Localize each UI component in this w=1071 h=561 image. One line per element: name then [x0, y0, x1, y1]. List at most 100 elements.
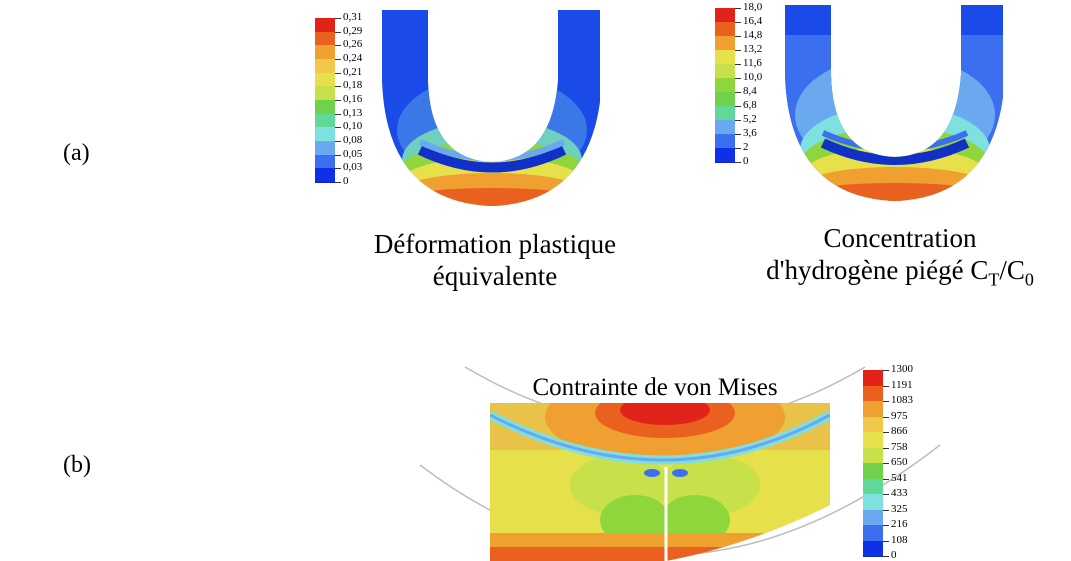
legend-tickmark — [883, 494, 889, 495]
legend-tick-label: 0,18 — [343, 79, 363, 92]
legend-tick-label: 1191 — [891, 378, 913, 391]
legend-swatch — [315, 59, 335, 74]
legend-swatch — [863, 447, 883, 464]
legend-tick-label: 0,08 — [343, 134, 363, 146]
legend-tickmark — [883, 509, 889, 511]
plastic-strain-contour — [382, 10, 600, 206]
legend-tickmark — [883, 463, 889, 464]
legend-tick-label: 108 — [891, 533, 908, 546]
legend-swatch — [715, 106, 735, 121]
legend-tickmark — [335, 72, 341, 74]
legend-tickmark — [883, 478, 889, 480]
legend-tickmark — [335, 182, 341, 183]
legend-tick-label: 866 — [891, 425, 908, 437]
caption-hydrogen: Concentration d'hydrogène piégé CT/C0 — [735, 222, 1065, 295]
legend-swatch — [715, 92, 735, 107]
panel-label-a: (a) — [63, 140, 90, 166]
legend-tickmark — [883, 540, 889, 542]
legend-tickmark — [883, 416, 889, 418]
caption-hydrogen-sub-0: 0 — [1024, 269, 1034, 290]
caption-hydrogen-sub-t: T — [988, 269, 1000, 290]
legend-tick-label: 433 — [891, 487, 908, 499]
legend-tick-label: 14,8 — [743, 29, 763, 41]
legend-swatch — [863, 509, 883, 526]
legend-tick-label: 0,31 — [343, 11, 363, 23]
legend-swatch — [315, 45, 335, 60]
legend-hydrogen-concentration: 18,0 16,4 14,8 13,2 11,6 10,0 8,4 6,8 5,2 3,6 2 0 — [715, 2, 775, 167]
legend-tickmark — [735, 120, 741, 121]
legend-swatch — [863, 478, 883, 495]
legend-swatch — [715, 78, 735, 93]
legend-tick-label: 975 — [891, 409, 908, 422]
legend-tickmark — [883, 370, 889, 371]
legend-tickmark — [735, 148, 741, 149]
legend-swatch — [715, 120, 735, 135]
legend-tick-label: 0,24 — [343, 52, 363, 64]
legend-tickmark — [735, 92, 741, 93]
legend-tick-label: 0 — [743, 155, 749, 167]
legend-tickmark — [735, 50, 741, 51]
legend-swatch — [863, 370, 883, 387]
legend-swatch — [863, 540, 883, 557]
legend-tickmark — [735, 64, 741, 65]
legend-tickmark — [883, 385, 889, 387]
legend-swatch — [863, 401, 883, 418]
legend-swatch — [715, 134, 735, 149]
legend-tickmark — [335, 127, 341, 129]
legend-tick-label: 0,21 — [343, 65, 363, 78]
caption-hydrogen-line2: d'hydrogène piégé CT/C0 — [735, 254, 1065, 295]
caption-plastic-strain-line1: Déformation plastique — [373, 229, 617, 259]
legend-tick-label: 2 — [743, 141, 749, 153]
legend-tick-label: 0,13 — [343, 106, 363, 119]
caption-plastic-strain: Déformation plastique équivalente — [330, 228, 660, 292]
legend-tick-label: 13,2 — [743, 43, 763, 55]
legend-swatch — [315, 72, 335, 88]
legend-swatch — [715, 22, 735, 37]
legend-swatch — [863, 494, 883, 511]
legend-tick-label: 325 — [891, 502, 908, 515]
legend-tick-label: 3,6 — [743, 127, 757, 139]
hydrogen-concentration-contour — [785, 5, 1003, 201]
legend-tickmark — [335, 18, 341, 19]
legend-swatch — [715, 50, 735, 65]
legend-swatch — [315, 127, 335, 142]
legend-tickmark — [335, 141, 341, 142]
legend-tick-label: 1300 — [891, 363, 913, 375]
legend-tickmark — [735, 22, 741, 23]
legend-swatch — [315, 113, 335, 129]
legend-tick-label: 18,0 — [743, 1, 763, 13]
legend-tickmark — [883, 447, 889, 449]
legend-swatch — [863, 432, 883, 449]
legend-swatch — [315, 31, 335, 47]
legend-swatch — [715, 148, 735, 163]
legend-tick-label: 758 — [891, 440, 908, 453]
legend-tickmark — [883, 525, 889, 526]
legend-swatch — [315, 154, 335, 170]
legend-tick-label: 0,03 — [343, 161, 363, 174]
legend-tickmark — [735, 36, 741, 37]
legend-tickmark — [335, 86, 341, 88]
legend-plastic-strain: 0,31 0,29 0,26 0,24 0,21 0,18 0,16 0,13 0,10 0,08… — [315, 12, 375, 187]
legend-tickmark — [883, 401, 889, 402]
legend-tick-label: 0,16 — [343, 93, 363, 105]
legend-swatch — [315, 86, 335, 101]
legend-tickmark — [335, 45, 341, 47]
legend-swatch — [715, 64, 735, 79]
legend-tick-label: 1083 — [891, 394, 913, 406]
legend-tick-label: 0 — [891, 549, 897, 561]
legend-tickmark — [735, 8, 741, 9]
legend-tickmark — [335, 100, 341, 101]
legend-swatch — [863, 463, 883, 480]
legend-von-mises: 1300 1191 1083 975 866 758 650 541 433 325 216 108 0 — [863, 364, 923, 561]
von-mises-title: Contrainte de von Mises — [532, 374, 778, 401]
legend-swatch — [863, 525, 883, 542]
legend-swatch — [315, 141, 335, 156]
legend-tick-label: 10,0 — [743, 71, 763, 83]
legend-swatch — [863, 385, 883, 402]
legend-tick-label: 0,29 — [343, 24, 363, 37]
legend-tick-label: 650 — [891, 456, 908, 468]
legend-tickmark — [735, 134, 741, 135]
legend-swatch — [315, 18, 335, 33]
legend-tick-label: 0,05 — [343, 147, 363, 160]
legend-tickmark — [335, 59, 341, 60]
